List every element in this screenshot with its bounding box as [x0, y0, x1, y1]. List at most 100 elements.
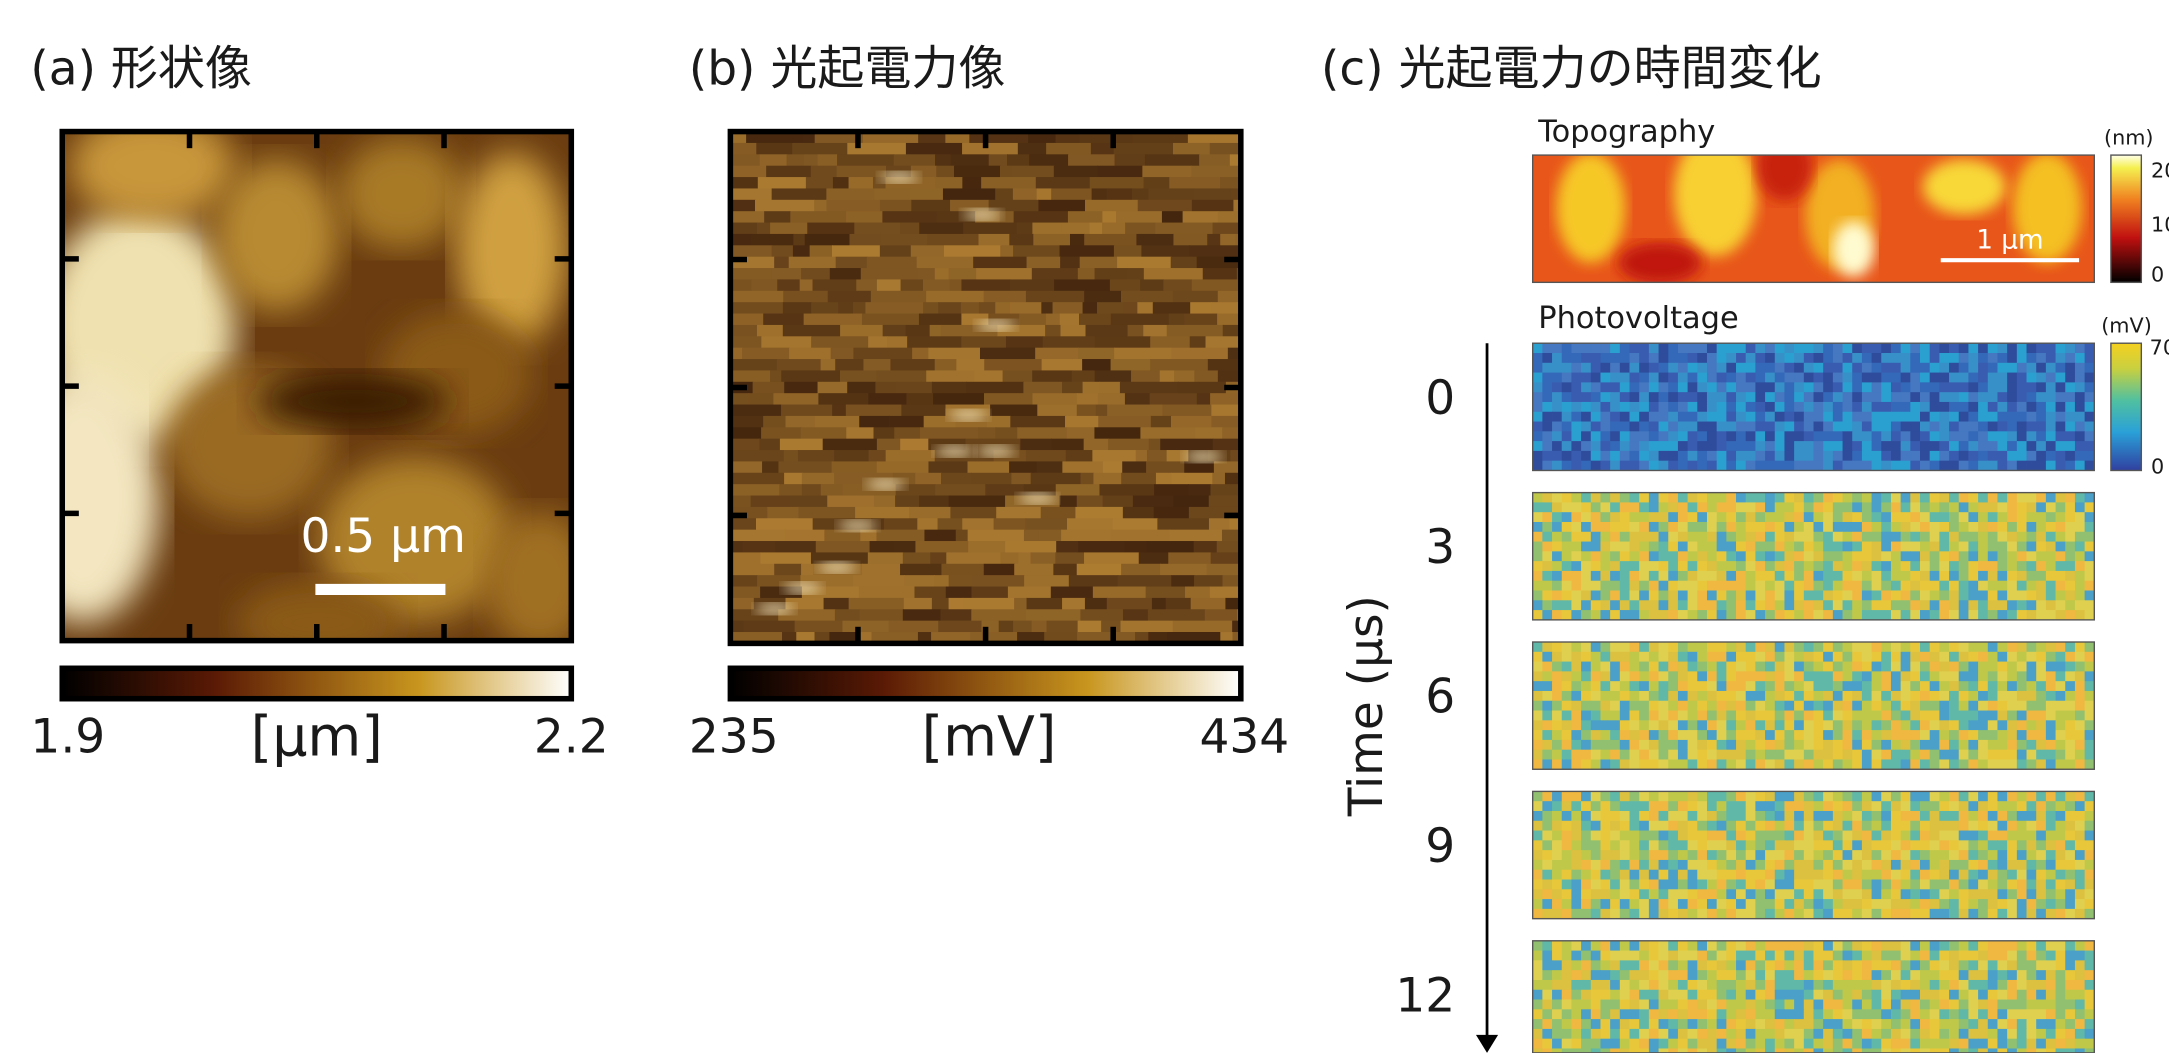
pixel	[1862, 951, 1872, 961]
pixel	[1591, 791, 1601, 801]
pixel	[1678, 740, 1688, 750]
pixel	[1891, 850, 1901, 860]
pixel	[1930, 1000, 1940, 1010]
pixel	[1620, 343, 1630, 353]
pixel	[2065, 551, 2075, 561]
pixel	[1600, 642, 1610, 652]
pixel	[1571, 591, 1581, 601]
pixel	[2027, 1029, 2037, 1039]
pixel	[1794, 581, 1804, 591]
pixel	[1920, 662, 1930, 672]
pixel	[1610, 532, 1620, 542]
pixel	[1620, 870, 1630, 880]
pixel	[1600, 1029, 1610, 1039]
pixel	[1891, 840, 1901, 850]
pixel	[2085, 970, 2095, 980]
pixel	[1707, 382, 1717, 392]
pixel	[1093, 587, 1146, 599]
pixel	[1881, 889, 1891, 899]
pixel	[2085, 652, 2095, 662]
pixel	[1043, 336, 1096, 348]
pixel	[1872, 461, 1882, 471]
pixel	[1872, 402, 1882, 412]
pixel	[1794, 801, 1804, 811]
pixel	[1542, 353, 1552, 363]
pixel	[2017, 691, 2027, 701]
pixel	[1852, 512, 1862, 522]
pixel	[1949, 392, 1959, 402]
pixel	[1988, 880, 1998, 890]
pixel	[1833, 493, 1843, 503]
pixel	[1843, 502, 1853, 512]
pixel	[962, 518, 994, 530]
pixel	[1033, 234, 1070, 246]
pixel	[1581, 600, 1591, 610]
pixel	[1910, 1009, 1920, 1019]
pixel	[1939, 870, 1949, 880]
pixel	[2056, 970, 2066, 980]
pixel	[1881, 610, 1891, 620]
pixel	[1997, 990, 2007, 1000]
pixel	[1163, 279, 1192, 291]
pixel	[2017, 1000, 2027, 1010]
pixel	[1620, 382, 1630, 392]
pixel	[1746, 951, 1756, 961]
pixel	[1649, 850, 1659, 860]
pixel	[1891, 662, 1901, 672]
pixel	[1707, 412, 1717, 422]
pixel	[830, 268, 862, 280]
pixel	[1823, 542, 1833, 552]
pixel	[1939, 990, 1949, 1000]
pixel	[1717, 701, 1727, 711]
pixel	[1930, 990, 1940, 1000]
pixel	[1813, 870, 1823, 880]
pixel	[1591, 363, 1601, 373]
pixel	[1688, 860, 1698, 870]
pixel	[1755, 551, 1765, 561]
pixel	[1910, 740, 1920, 750]
pixel	[1852, 791, 1862, 801]
pixel	[1794, 821, 1804, 831]
pixel	[1678, 591, 1688, 601]
pixel	[802, 473, 835, 485]
pixel	[1041, 507, 1076, 519]
pixel	[870, 541, 895, 553]
pixel	[1901, 1000, 1911, 1010]
pixel	[1997, 980, 2007, 990]
pixel	[1823, 980, 1833, 990]
pixel	[1562, 353, 1572, 363]
pixel	[1581, 522, 1591, 532]
pixel	[1988, 493, 1998, 503]
pixel	[1688, 561, 1698, 571]
pixel	[2065, 801, 2075, 811]
pixel	[1813, 441, 1823, 451]
pixel	[1649, 343, 1659, 353]
pixel	[1910, 522, 1920, 532]
pixel	[1630, 840, 1640, 850]
pixel	[1533, 909, 1543, 919]
pixel	[2075, 363, 2085, 373]
pixel	[2036, 970, 2046, 980]
pixel	[1591, 402, 1601, 412]
pixel	[1707, 551, 1717, 561]
pixel	[1630, 990, 1640, 1000]
pixel	[1668, 542, 1678, 552]
pixel	[1610, 951, 1620, 961]
pixel	[2027, 870, 2037, 880]
pixel	[2065, 1019, 2075, 1029]
pixel	[730, 143, 757, 155]
pixel	[751, 496, 791, 508]
pixel	[1591, 451, 1601, 461]
pixel	[1736, 542, 1746, 552]
pixel	[1920, 899, 1930, 909]
pixel	[1978, 860, 1988, 870]
pixel	[1542, 831, 1552, 841]
pixel	[1697, 610, 1707, 620]
pixel	[2065, 840, 2075, 850]
pixel	[1726, 451, 1736, 461]
pixel	[1649, 412, 1659, 422]
pixel	[1717, 909, 1727, 919]
pixel	[1571, 840, 1581, 850]
pixel	[1542, 840, 1552, 850]
pixel	[1542, 561, 1552, 571]
